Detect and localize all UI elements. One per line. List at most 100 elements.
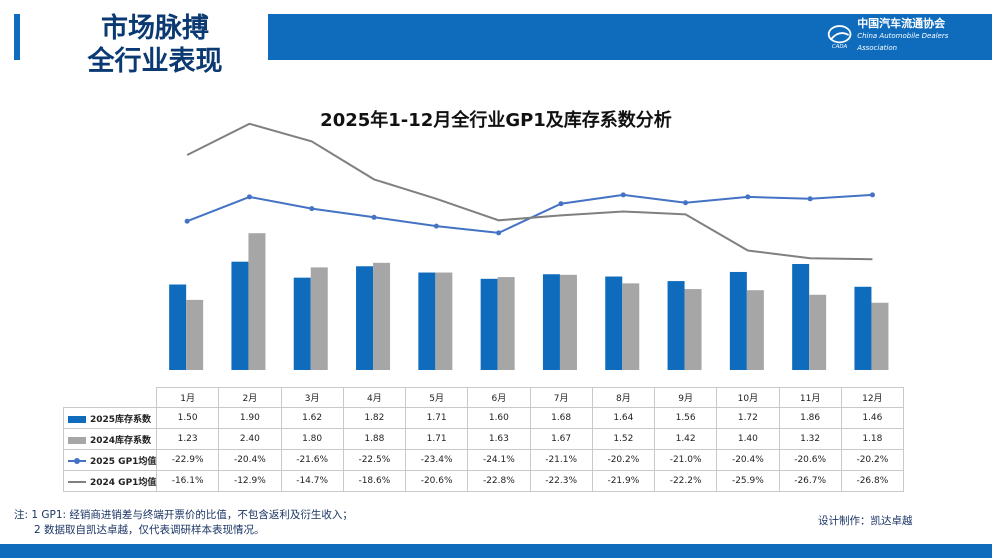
point-2025-gp1-9 <box>683 200 689 206</box>
data-label: -21.0% <box>653 449 718 471</box>
category-label-7: 7月 <box>529 387 593 408</box>
data-label: 1.50 <box>155 407 220 429</box>
data-label: 1.60 <box>467 407 531 429</box>
line-2025-gp1 <box>186 193 873 234</box>
footer-band <box>0 544 992 558</box>
category-label-1: 1月 <box>155 387 220 408</box>
data-label: 1.68 <box>529 407 593 429</box>
data-label: -21.9% <box>591 470 656 492</box>
bar-2024-2 <box>248 233 266 370</box>
legend-entry: 2025库存系数 <box>63 407 157 429</box>
page-title-line2: 全行业表现 <box>87 46 223 77</box>
table-header-row: 1月 2月 3月 4月 5月 6月 7月 8月 9月 10月 11月 12月 <box>64 387 905 408</box>
bar-2025-4 <box>356 266 374 370</box>
footnote: 注: 1 GP1: 经销商进销差与终端开票价的比值，不包含返利及衍生收入； 2 … <box>14 508 353 538</box>
data-label: -20.4% <box>218 449 282 471</box>
category-label-9: 9月 <box>653 387 718 408</box>
point-2025-gp1-4 <box>371 214 377 220</box>
design-credit: 设计制作：凯达卓越 <box>818 515 913 527</box>
bar-2025-2 <box>231 261 249 370</box>
data-label: 1.63 <box>467 428 531 450</box>
data-label: 1.40 <box>716 428 780 450</box>
header-accent-bar <box>14 14 20 60</box>
bar-2024-4 <box>373 262 391 370</box>
point-2025-gp1-1 <box>184 218 190 224</box>
data-label: -20.2% <box>591 449 656 471</box>
data-label: -22.9% <box>155 449 220 471</box>
category-label-5: 5月 <box>404 387 469 408</box>
data-label: 1.72 <box>716 407 780 429</box>
line-2024-gp1 <box>186 122 873 261</box>
bar-2024-1 <box>186 299 204 370</box>
header-band <box>268 14 992 60</box>
bar-2025-12 <box>854 286 872 370</box>
chart-plot <box>169 122 889 370</box>
bar-2025-11 <box>792 263 810 370</box>
data-label: 1.64 <box>591 407 656 429</box>
data-label: -21.1% <box>529 449 593 471</box>
data-label: 1.71 <box>404 428 469 450</box>
page-title: 市场脉搏 全行业表现 <box>60 12 250 78</box>
data-label: 2.40 <box>218 428 282 450</box>
point-2025-gp1-5 <box>433 223 439 229</box>
legend-label: 2025 GP1均值 <box>90 456 157 467</box>
bar-2024-8 <box>622 283 640 370</box>
data-label: -25.9% <box>716 470 780 492</box>
data-label: -22.8% <box>467 470 531 492</box>
category-label-3: 3月 <box>280 387 344 408</box>
legend-swatch <box>68 436 86 444</box>
point-2025-gp1-8 <box>620 192 626 198</box>
category-label-2: 2月 <box>218 387 282 408</box>
legend-label: 2024库存系数 <box>90 435 152 446</box>
bar-2025-8 <box>605 276 623 370</box>
cada-logo: CADA 中国汽车流通协会 China Automobile Dealers A… <box>826 17 978 52</box>
data-label: -22.5% <box>342 449 407 471</box>
bar-2024-9 <box>684 289 702 370</box>
page-title-line1: 市场脉搏 <box>101 13 209 44</box>
data-label: -16.1% <box>155 470 220 492</box>
footnote-line2: 2 数据取自凯达卓越，仅代表调研样本表现情况。 <box>34 524 265 536</box>
data-label: 1.80 <box>280 428 344 450</box>
data-label: 1.90 <box>218 407 282 429</box>
point-2025-gp1-7 <box>558 201 564 207</box>
bar-2025-7 <box>542 274 560 370</box>
category-label-12: 12月 <box>840 387 905 408</box>
category-label-4: 4月 <box>342 387 407 408</box>
legend-swatch <box>68 481 86 483</box>
point-2025-gp1-10 <box>745 194 751 200</box>
data-label: 1.62 <box>280 407 344 429</box>
data-label: -20.6% <box>404 470 469 492</box>
data-label: -20.6% <box>778 449 842 471</box>
cada-logo-icon: CADA <box>827 25 852 50</box>
data-label: 1.88 <box>342 428 407 450</box>
chart-title: 2025年1-12月全行业GP1及库存系数分析 <box>320 110 672 131</box>
data-table: 1月 2月 3月 4月 5月 6月 7月 8月 9月 10月 11月 12月 2025库存系数 1.50… <box>63 387 905 492</box>
data-label: -20.2% <box>840 449 905 471</box>
footnote-line1: 注: 1 GP1: 经销商进销差与终端开票价的比值，不包含返利及衍生收入； <box>14 509 353 521</box>
legend-entry: 2025 GP1均值 <box>63 449 157 471</box>
category-label-8: 8月 <box>591 387 656 408</box>
data-label: -26.7% <box>778 470 842 492</box>
logo-mark-text: CADA <box>832 44 848 50</box>
category-label-11: 11月 <box>778 387 842 408</box>
data-label: 1.23 <box>155 428 220 450</box>
logo-en: China Automobile Dealers Association <box>857 32 949 52</box>
bar-2024-6 <box>497 277 515 370</box>
table-row: 2024 GP1均值 -16.1% -12.9% -14.7% -18.6% -20.6%… <box>63 470 905 492</box>
point-2025-gp1-12 <box>869 192 875 198</box>
data-label: -26.8% <box>840 470 905 492</box>
bar-2025-6 <box>480 278 498 370</box>
legend-label: 2024 GP1均值 <box>90 477 157 488</box>
point-2025-gp1-2 <box>246 194 252 200</box>
bar-2025-5 <box>418 272 436 370</box>
legend-entry: 2024库存系数 <box>63 428 157 450</box>
data-label: 1.46 <box>840 407 905 429</box>
logo-cn: 中国汽车流通协会 <box>857 17 946 30</box>
legend-entry: 2024 GP1均值 <box>63 470 157 492</box>
data-label: -24.1% <box>467 449 531 471</box>
legend-label: 2025库存系数 <box>90 414 152 425</box>
table-row: 2024库存系数 1.23 2.40 1.80 1.88 1.71 1.63 1.67 1.52… <box>63 428 905 450</box>
category-label-10: 10月 <box>716 387 780 408</box>
legend-swatch <box>68 415 86 423</box>
bar-2025-1 <box>169 284 187 370</box>
